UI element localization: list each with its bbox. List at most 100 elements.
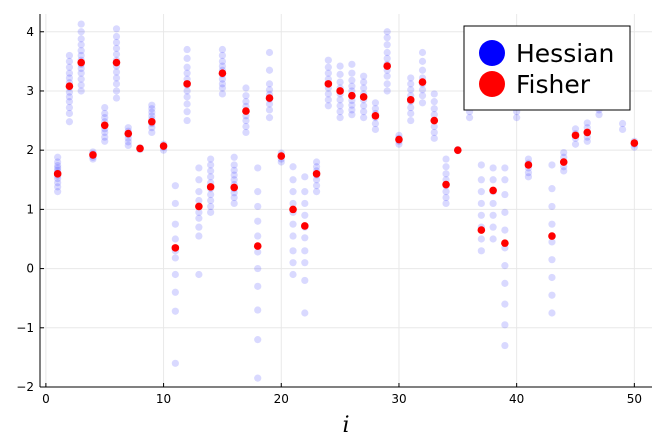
hessian-point (418, 57, 427, 65)
hessian-point (148, 128, 156, 137)
x-tick-label: 20 (274, 392, 289, 406)
hessian-point (430, 111, 438, 119)
hessian-point (312, 188, 321, 196)
hessian-point (595, 111, 603, 119)
fisher-point (324, 80, 333, 88)
hessian-point (289, 176, 297, 184)
hessian-point (195, 196, 203, 205)
hessian-point (171, 220, 179, 228)
y-tick-label: 0 (26, 262, 34, 276)
hessian-point (242, 122, 250, 131)
hessian-point (383, 48, 391, 57)
hessian-point (360, 84, 368, 92)
fisher-point (242, 107, 250, 115)
fisher-point (124, 129, 133, 138)
hessian-point (54, 179, 62, 187)
fisher-point (430, 116, 439, 125)
hessian-point (501, 300, 509, 308)
hessian-point (324, 90, 332, 98)
hessian-point (171, 254, 179, 262)
hessian-point (148, 112, 156, 120)
hessian-point (348, 111, 356, 119)
hessian-point (418, 66, 427, 74)
hessian-point (254, 164, 262, 172)
fisher-point (253, 242, 262, 250)
fisher-point (89, 151, 97, 159)
fisher-point (100, 121, 109, 130)
hessian-point (289, 199, 297, 208)
hessian-point (336, 62, 344, 70)
hessian-point (407, 86, 415, 94)
hessian-point (583, 137, 591, 145)
hessian-point (430, 98, 438, 106)
hessian-point (195, 188, 203, 196)
hessian-point (442, 155, 450, 163)
hessian-point (265, 48, 274, 57)
hessian-point (171, 182, 179, 190)
x-tick-label: 50 (627, 392, 642, 406)
fisher-point (77, 58, 85, 67)
fisher-point (501, 239, 509, 247)
hessian-point (218, 45, 227, 54)
fisher-point (548, 232, 556, 240)
fisher-point (442, 180, 450, 189)
legend-marker-fisher (479, 71, 505, 97)
fisher-point (159, 142, 168, 150)
hessian-point (54, 158, 62, 166)
fisher-point (406, 96, 415, 104)
hessian-point (548, 256, 556, 264)
hessian-point (77, 69, 85, 77)
hessian-point (183, 54, 191, 63)
hessian-point (65, 118, 74, 126)
hessian-point (230, 193, 238, 202)
hessian-point (560, 148, 568, 157)
hessian-point (360, 78, 368, 86)
hessian-point (489, 235, 497, 243)
hessian-point (65, 57, 74, 65)
hessian-point (383, 54, 391, 63)
hessian-point (383, 28, 391, 36)
hessian-point (101, 128, 109, 137)
fisher-point (336, 87, 344, 95)
hessian-point (183, 108, 191, 116)
hessian-point (477, 199, 485, 208)
hessian-point (265, 114, 274, 122)
hessian-point (65, 51, 74, 60)
fisher-point (65, 82, 74, 91)
hessian-point (112, 50, 121, 58)
hessian-point (77, 51, 85, 60)
fisher-point (277, 152, 286, 160)
hessian-point (301, 173, 309, 181)
hessian-point (195, 208, 203, 216)
hessian-point (477, 235, 485, 243)
hessian-point (348, 106, 356, 114)
hessian-point (77, 64, 85, 73)
hessian-point (265, 86, 274, 94)
hessian-point (477, 161, 485, 169)
hessian-point (301, 211, 309, 219)
axes (39, 14, 652, 388)
hessian-point (148, 105, 156, 113)
fisher-point (630, 139, 639, 147)
hessian-point (112, 68, 121, 76)
fisher-point (148, 117, 156, 126)
hessian-point (301, 309, 309, 317)
hessian-point (430, 128, 438, 137)
hessian-point (407, 116, 415, 125)
fisher-point (312, 170, 321, 178)
hessian-point (254, 374, 262, 382)
hessian-point (324, 63, 332, 71)
hessian-point (77, 35, 85, 43)
hessian-point (171, 199, 179, 208)
fisher-point (136, 144, 144, 153)
hessian-point (242, 128, 250, 137)
hessian-point (501, 176, 509, 184)
hessian-point (183, 45, 191, 54)
hessian-point (301, 259, 309, 267)
hessian-point (501, 321, 509, 329)
hessian-point (312, 158, 321, 166)
hessian-point (77, 28, 85, 36)
hessian-point (218, 80, 227, 88)
x-axis-label: i (342, 413, 349, 438)
hessian-point (548, 185, 556, 193)
